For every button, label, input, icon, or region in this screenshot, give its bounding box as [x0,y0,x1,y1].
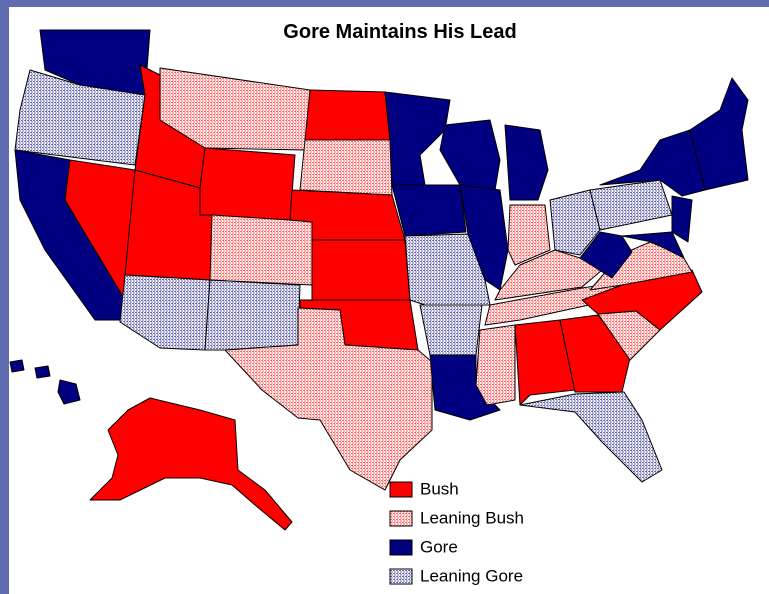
state [504,124,549,201]
state [475,324,516,406]
state [34,365,51,379]
state [519,391,663,483]
state [384,91,451,186]
state [429,354,501,421]
state [89,397,293,531]
state [204,279,301,351]
state [514,319,576,406]
state [14,69,146,166]
state [559,314,631,393]
legend-label: Leaning Bush [420,508,524,527]
legend-label: Gore [420,537,458,556]
state [299,139,393,196]
states [9,29,749,531]
state [159,67,311,151]
map-title: Gore Maintains His Lead [283,21,516,43]
state [311,239,411,301]
state [671,195,693,243]
legend: Bush Leaning Bush Gore Leaning Gore [389,479,524,585]
legend-swatch [389,481,413,498]
state [549,189,601,256]
state [419,304,483,356]
legend-label: Leaning Gore [420,566,523,585]
state [199,147,296,221]
state [209,214,313,286]
state [57,379,81,405]
state [621,231,685,259]
legend-swatch [389,510,413,527]
state [689,77,749,191]
state [391,184,467,237]
legend-swatch [389,568,413,585]
state [224,307,433,491]
state [119,274,211,351]
state [507,204,551,266]
legend-swatch [389,539,413,556]
state [304,89,391,141]
legend-label: Bush [420,479,459,498]
state [9,359,25,373]
state [579,231,633,279]
